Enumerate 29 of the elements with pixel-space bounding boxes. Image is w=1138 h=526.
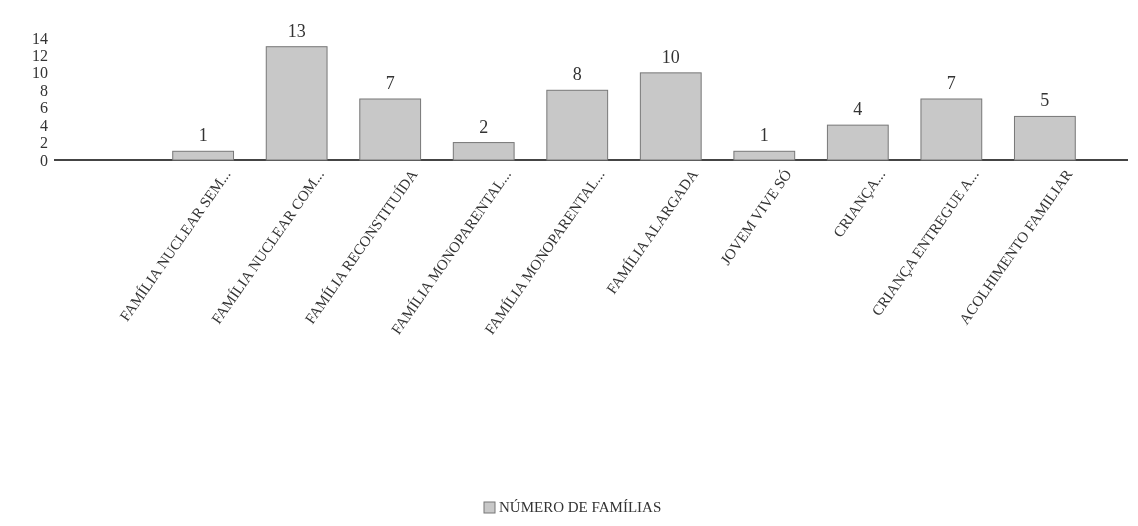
y-tick-label: 10 [32, 64, 48, 82]
bar [265, 46, 328, 161]
y-tick-label: 6 [40, 99, 48, 117]
bar [1013, 115, 1076, 161]
bar [639, 72, 702, 161]
data-label: 1 [198, 125, 208, 146]
bar [826, 124, 889, 161]
bar [452, 142, 515, 161]
data-label: 8 [572, 64, 582, 85]
data-label: 1 [759, 125, 769, 146]
y-tick-label: 2 [40, 134, 48, 152]
data-label: 10 [661, 46, 680, 67]
bar [546, 89, 609, 161]
y-tick-label: 4 [40, 116, 48, 134]
data-label: 5 [1040, 90, 1050, 111]
legend-label: NÚMERO DE FAMÍLIAS [499, 499, 662, 515]
data-label: 4 [853, 99, 863, 120]
bar [172, 150, 235, 161]
y-tick-label: 8 [40, 81, 48, 99]
y-tick-label: 14 [32, 29, 48, 47]
bar [920, 98, 983, 161]
data-label: 13 [287, 20, 306, 41]
y-tick-label: 12 [32, 47, 48, 65]
bar [733, 150, 796, 161]
y-tick-label: 0 [40, 151, 48, 169]
data-label: 2 [479, 116, 489, 137]
bar [359, 98, 422, 161]
data-label: 7 [385, 73, 395, 93]
data-label: 7 [946, 73, 956, 93]
